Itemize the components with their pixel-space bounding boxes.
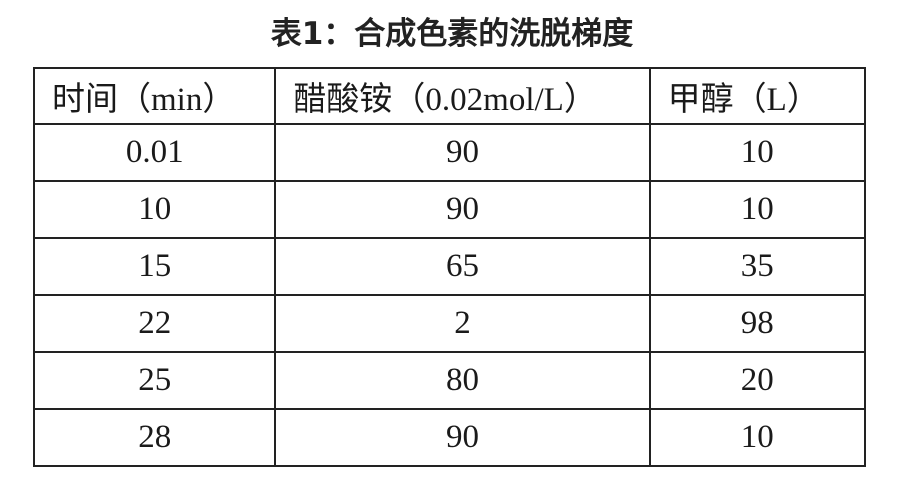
- cell-methanol: 10: [648, 180, 867, 239]
- cell-ammonium-acetate: 2: [274, 294, 651, 353]
- cell-time: 10: [32, 180, 277, 239]
- header-row: 时间（min） 醋酸铵（0.02mol/L） 甲醇（L）: [32, 67, 867, 125]
- header-methanol: 甲醇（L）: [648, 67, 867, 125]
- elution-gradient-table: 时间（min） 醋酸铵（0.02mol/L） 甲醇（L） 0.01 90 10 10 9…: [32, 67, 867, 467]
- cell-methanol: 10: [648, 123, 867, 182]
- cell-time: 15: [32, 237, 277, 296]
- table-row: 22 2 98: [32, 294, 867, 353]
- cell-methanol: 10: [648, 408, 867, 467]
- header-time: 时间（min）: [32, 67, 277, 125]
- cell-methanol: 20: [648, 351, 867, 410]
- cell-methanol: 35: [648, 237, 867, 296]
- cell-time: 25: [32, 351, 277, 410]
- cell-time: 0.01: [32, 123, 277, 182]
- table-row: 15 65 35: [32, 237, 867, 296]
- cell-time: 22: [32, 294, 277, 353]
- cell-methanol: 98: [648, 294, 867, 353]
- header-ammonium-acetate: 醋酸铵（0.02mol/L）: [274, 67, 651, 125]
- cell-ammonium-acetate: 65: [274, 237, 651, 296]
- table-title: 表1：合成色素的洗脱梯度: [270, 16, 634, 52]
- table-row: 10 90 10: [32, 180, 867, 239]
- cell-ammonium-acetate: 90: [274, 408, 651, 467]
- cell-ammonium-acetate: 90: [274, 180, 651, 239]
- cell-ammonium-acetate: 80: [274, 351, 651, 410]
- table-row: 0.01 90 10: [32, 123, 867, 182]
- table-row: 28 90 10: [32, 408, 867, 467]
- table-row: 25 80 20: [32, 351, 867, 410]
- cell-time: 28: [32, 408, 277, 467]
- cell-ammonium-acetate: 90: [274, 123, 651, 182]
